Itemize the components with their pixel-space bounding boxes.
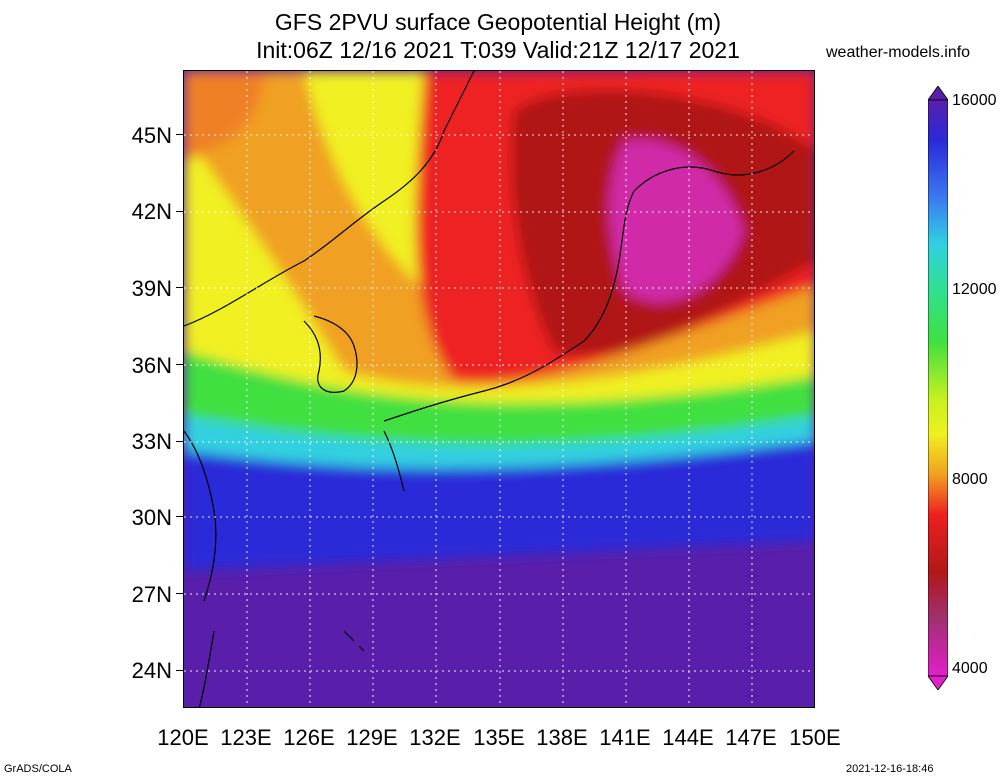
colorbar-label-8000: 8000 xyxy=(952,471,988,488)
band-magenta xyxy=(609,139,744,303)
footer-timestamp: 2021-12-16-18:46 xyxy=(846,763,934,775)
map-subtitle: Init:06Z 12/16 2021 T:039 Valid:21Z 12/1… xyxy=(256,37,740,63)
lon-label-126e: 126E xyxy=(283,725,335,750)
lat-tick xyxy=(176,670,183,671)
footer-software: GrADS/COLA xyxy=(4,763,72,775)
lon-gridlines xyxy=(246,71,753,707)
lat-label-36n: 36N xyxy=(131,353,172,378)
band-cyan xyxy=(184,401,814,469)
lat-tick xyxy=(176,364,183,365)
lat-label-27n: 27N xyxy=(131,582,172,607)
lon-label-129e: 129E xyxy=(346,725,398,750)
lat-label-45n: 45N xyxy=(131,123,172,148)
site-credit: weather-models.info xyxy=(826,44,971,61)
lon-label-150e: 150E xyxy=(789,725,841,750)
map-plot xyxy=(183,70,815,708)
colorbar xyxy=(928,86,948,690)
lat-tick xyxy=(176,516,183,517)
lat-tick xyxy=(176,593,183,594)
lon-label-138e: 138E xyxy=(536,725,588,750)
coastlines xyxy=(184,71,795,707)
lon-label-132e: 132E xyxy=(409,725,461,750)
colorbar-label-16000: 16000 xyxy=(952,92,997,109)
colorbar-label-12000: 12000 xyxy=(952,281,997,298)
map-title: GFS 2PVU surface Geopotential Height (m) xyxy=(274,9,722,35)
colorbar-label-4000: 4000 xyxy=(952,660,988,677)
lon-label-141e: 141E xyxy=(599,725,651,750)
lon-label-123e: 123E xyxy=(220,725,272,750)
lat-tick xyxy=(176,287,183,288)
lat-tick xyxy=(176,211,183,212)
lat-label-33n: 33N xyxy=(131,429,172,454)
lat-label-39n: 39N xyxy=(131,276,172,301)
lat-label-30n: 30N xyxy=(131,505,172,530)
lat-tick xyxy=(176,441,183,442)
band-green xyxy=(184,341,814,445)
lon-label-120e: 120E xyxy=(157,725,209,750)
lat-label-42n: 42N xyxy=(131,199,172,224)
band-orange xyxy=(184,71,814,388)
lon-label-135e: 135E xyxy=(473,725,525,750)
lat-tick xyxy=(176,134,183,135)
lon-label-147e: 147E xyxy=(725,725,777,750)
lat-label-24n: 24N xyxy=(131,658,172,683)
lon-label-144e: 144E xyxy=(662,725,714,750)
